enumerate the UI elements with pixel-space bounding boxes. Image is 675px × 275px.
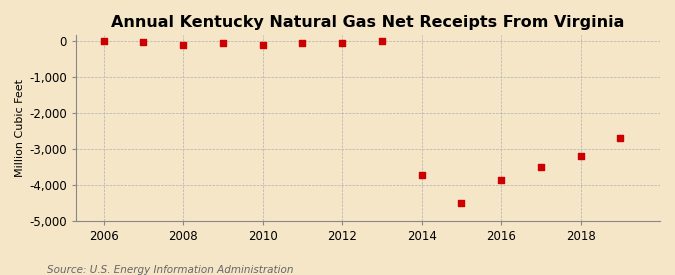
Text: Source: U.S. Energy Information Administration: Source: U.S. Energy Information Administ… — [47, 265, 294, 275]
Point — [337, 40, 348, 45]
Point — [178, 43, 188, 47]
Point — [377, 39, 387, 44]
Point — [297, 41, 308, 45]
Point — [257, 43, 268, 48]
Point — [99, 39, 109, 43]
Point — [535, 164, 546, 169]
Point — [138, 40, 149, 44]
Point — [456, 200, 466, 205]
Point — [217, 41, 228, 45]
Point — [615, 135, 626, 140]
Point — [575, 153, 586, 158]
Point — [416, 173, 427, 177]
Y-axis label: Million Cubic Feet: Million Cubic Feet — [15, 79, 25, 177]
Point — [495, 178, 506, 182]
Title: Annual Kentucky Natural Gas Net Receipts From Virginia: Annual Kentucky Natural Gas Net Receipts… — [111, 15, 624, 30]
